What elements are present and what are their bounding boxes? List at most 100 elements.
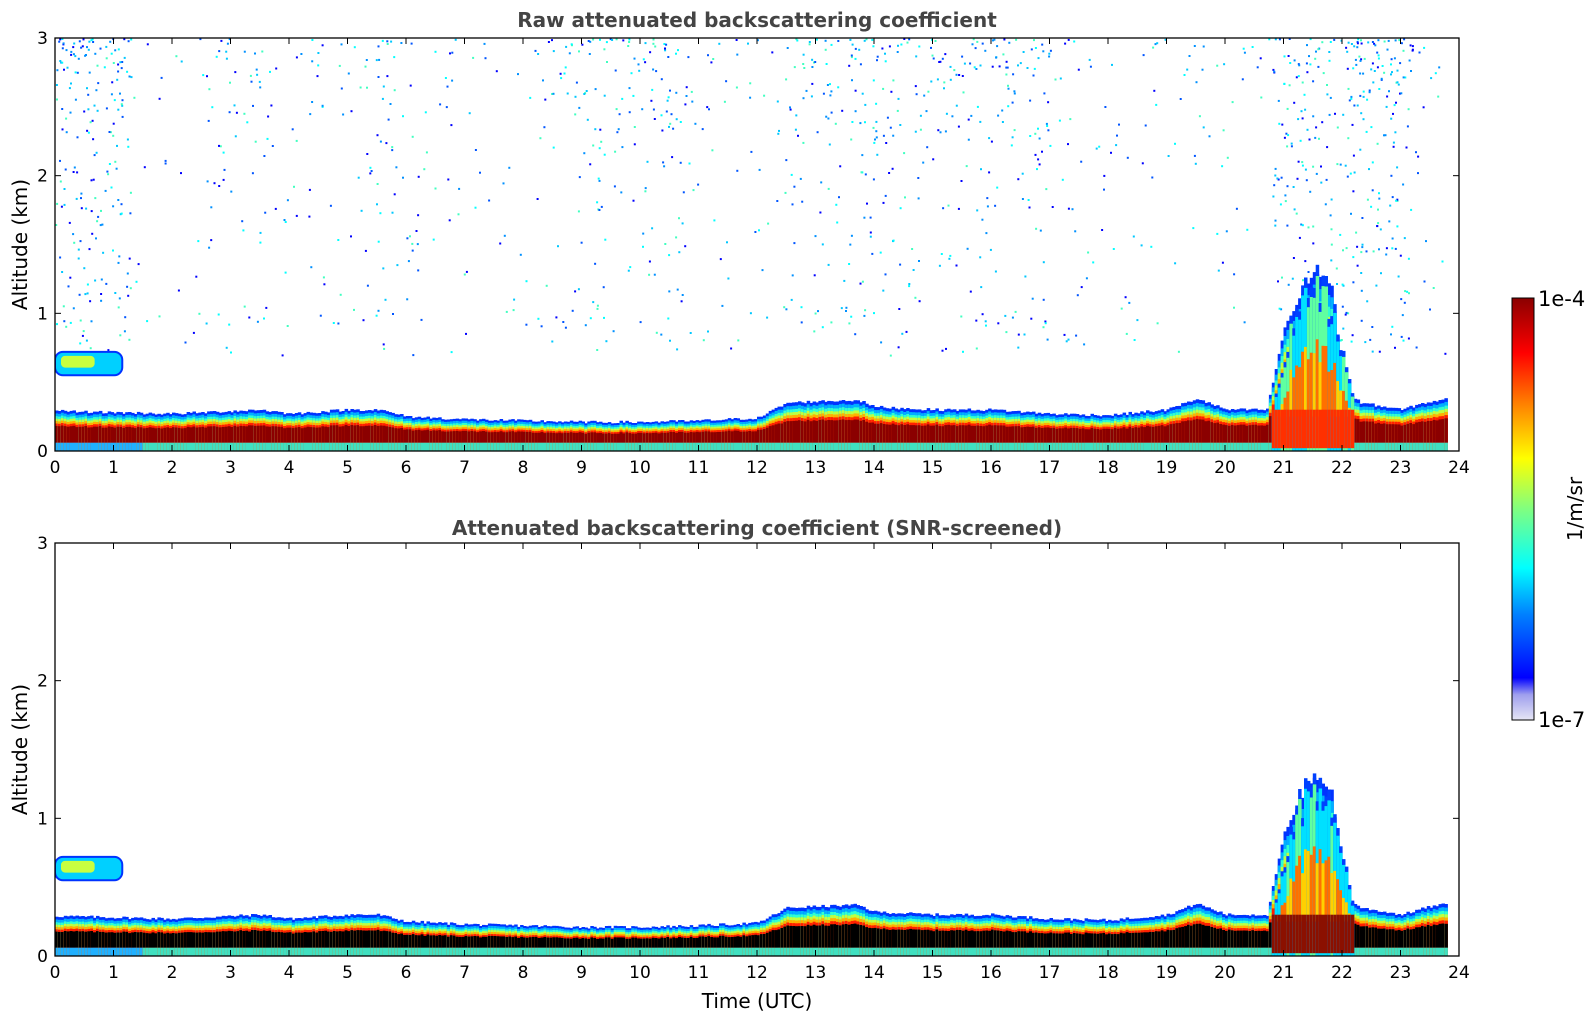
noise-speckle: [644, 42, 647, 45]
aerosol-core-band: [245, 426, 249, 443]
noise-speckle: [1360, 319, 1363, 322]
aerosol-core-band: [888, 424, 893, 443]
noise-speckle: [1193, 45, 1196, 47]
near-surface-zone: [183, 442, 188, 451]
noise-speckle: [664, 49, 667, 52]
noise-speckle: [1360, 112, 1363, 115]
noise-speckle: [1340, 339, 1343, 341]
noise-speckle: [317, 52, 320, 54]
noise-speckle: [1334, 112, 1336, 115]
aerosol-core-band: [891, 423, 896, 443]
noise-speckle: [791, 203, 794, 206]
aerosol-core-band: [452, 431, 457, 443]
noise-speckle: [1350, 97, 1353, 100]
aerosol-core-band: [1204, 421, 1208, 443]
raw-backscatter-panel: Raw attenuated backscattering coefficien…: [8, 8, 1470, 478]
near-surface-zone: [1242, 442, 1247, 451]
noise-speckle: [1126, 156, 1129, 159]
noise-speckle: [100, 209, 102, 212]
noise-speckle: [1345, 247, 1348, 250]
noise-speckle: [669, 89, 671, 92]
noise-speckle: [824, 39, 827, 42]
noise-speckle: [295, 56, 298, 59]
noise-speckle: [451, 79, 454, 82]
noise-speckle: [563, 72, 566, 75]
noise-speckle: [88, 71, 91, 74]
noise-speckle: [1287, 283, 1290, 286]
near-surface-zone: [534, 442, 539, 451]
noise-speckle: [384, 298, 387, 301]
noise-speckle: [107, 349, 110, 352]
noise-speckle: [778, 129, 780, 132]
noise-speckle: [1342, 284, 1345, 287]
aerosol-core-band: [286, 427, 290, 443]
near-surface-zone: [289, 442, 293, 451]
noise-speckle: [967, 118, 970, 121]
noise-speckle: [1030, 48, 1033, 51]
noise-speckle: [943, 81, 946, 84]
aerosol-core-band: [403, 429, 407, 443]
noise-speckle: [377, 45, 380, 48]
near-surface-zone: [309, 442, 313, 451]
near-surface-zone: [96, 442, 100, 451]
noise-speckle: [340, 87, 343, 90]
noise-speckle: [1396, 199, 1399, 202]
noise-speckle: [676, 348, 679, 351]
noise-speckle: [65, 325, 68, 328]
noise-speckle: [1351, 334, 1354, 337]
near-surface-zone: [324, 442, 328, 451]
noise-speckle: [692, 189, 695, 192]
noise-speckle: [274, 207, 277, 210]
noise-speckle: [451, 51, 454, 54]
near-surface-zone: [827, 442, 831, 451]
noise-speckle: [785, 78, 788, 81]
near-surface-zone: [619, 442, 623, 451]
noise-speckle: [107, 173, 110, 176]
noise-speckle: [225, 57, 228, 60]
noise-speckle: [1351, 123, 1354, 126]
noise-speckle: [1379, 228, 1382, 231]
noise-speckle: [706, 106, 709, 109]
aerosol-core-band: [490, 432, 495, 443]
noise-speckle: [551, 39, 553, 42]
noise-speckle: [202, 74, 205, 77]
noise-speckle: [938, 61, 941, 63]
noise-speckle: [885, 142, 888, 144]
noise-speckle: [664, 243, 667, 245]
noise-speckle: [1051, 206, 1054, 208]
noise-speckle: [525, 323, 528, 326]
noise-speckle: [1404, 76, 1407, 79]
noise-speckle: [953, 69, 956, 72]
noise-speckle: [892, 134, 895, 137]
aerosol-core-band: [186, 426, 191, 443]
noise-speckle: [1015, 38, 1018, 41]
noise-speckle: [1315, 126, 1318, 129]
noise-speckle: [88, 40, 91, 43]
noise-speckle: [1306, 44, 1308, 47]
near-surface-zone: [985, 442, 989, 451]
noise-speckle: [1283, 136, 1286, 139]
noise-speckle: [1033, 39, 1035, 42]
noise-speckle: [1028, 206, 1031, 209]
noise-speckle: [793, 66, 796, 69]
noise-speckle: [651, 88, 654, 91]
noise-speckle: [259, 231, 262, 234]
near-surface-zone: [122, 442, 126, 451]
noise-speckle: [908, 283, 911, 285]
aerosol-core-band: [686, 432, 691, 443]
noise-speckle: [360, 209, 363, 212]
near-surface-zone: [1128, 442, 1132, 451]
near-surface-zone: [291, 442, 296, 451]
aerosol-core-band: [268, 426, 272, 443]
near-surface-zone: [476, 442, 480, 451]
noise-speckle: [1314, 136, 1317, 139]
noise-speckle: [130, 76, 133, 79]
noise-speckle: [1005, 60, 1008, 63]
noise-speckle: [789, 106, 791, 109]
noise-speckle: [1156, 322, 1159, 325]
noise-speckle: [882, 87, 885, 90]
aerosol-core-band: [1058, 428, 1062, 443]
noise-speckle: [914, 85, 917, 88]
noise-speckle: [602, 286, 605, 289]
aerosol-core-band: [1263, 425, 1267, 443]
